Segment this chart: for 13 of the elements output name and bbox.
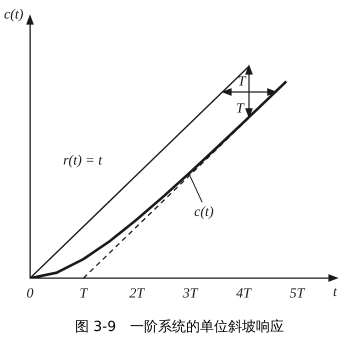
x-tick-label: 5T bbox=[290, 286, 306, 302]
x-tick-label: T bbox=[79, 286, 88, 302]
y-axis-title: c(t) bbox=[4, 8, 24, 23]
text: r(t) = t bbox=[63, 153, 104, 168]
legend-label: c(t) bbox=[194, 204, 214, 220]
annotation: T bbox=[236, 101, 246, 116]
caption: 图 3-9 一阶系统的单位斜坡响应 bbox=[74, 318, 286, 336]
x-tick-label: 0 bbox=[26, 286, 34, 302]
x-axis-title: t bbox=[333, 284, 338, 300]
x-tick-label: 2T bbox=[129, 286, 146, 302]
x-tick-label: 3T bbox=[182, 286, 199, 302]
annotation: T bbox=[238, 74, 247, 90]
x-tick-label: 4T bbox=[236, 286, 252, 302]
